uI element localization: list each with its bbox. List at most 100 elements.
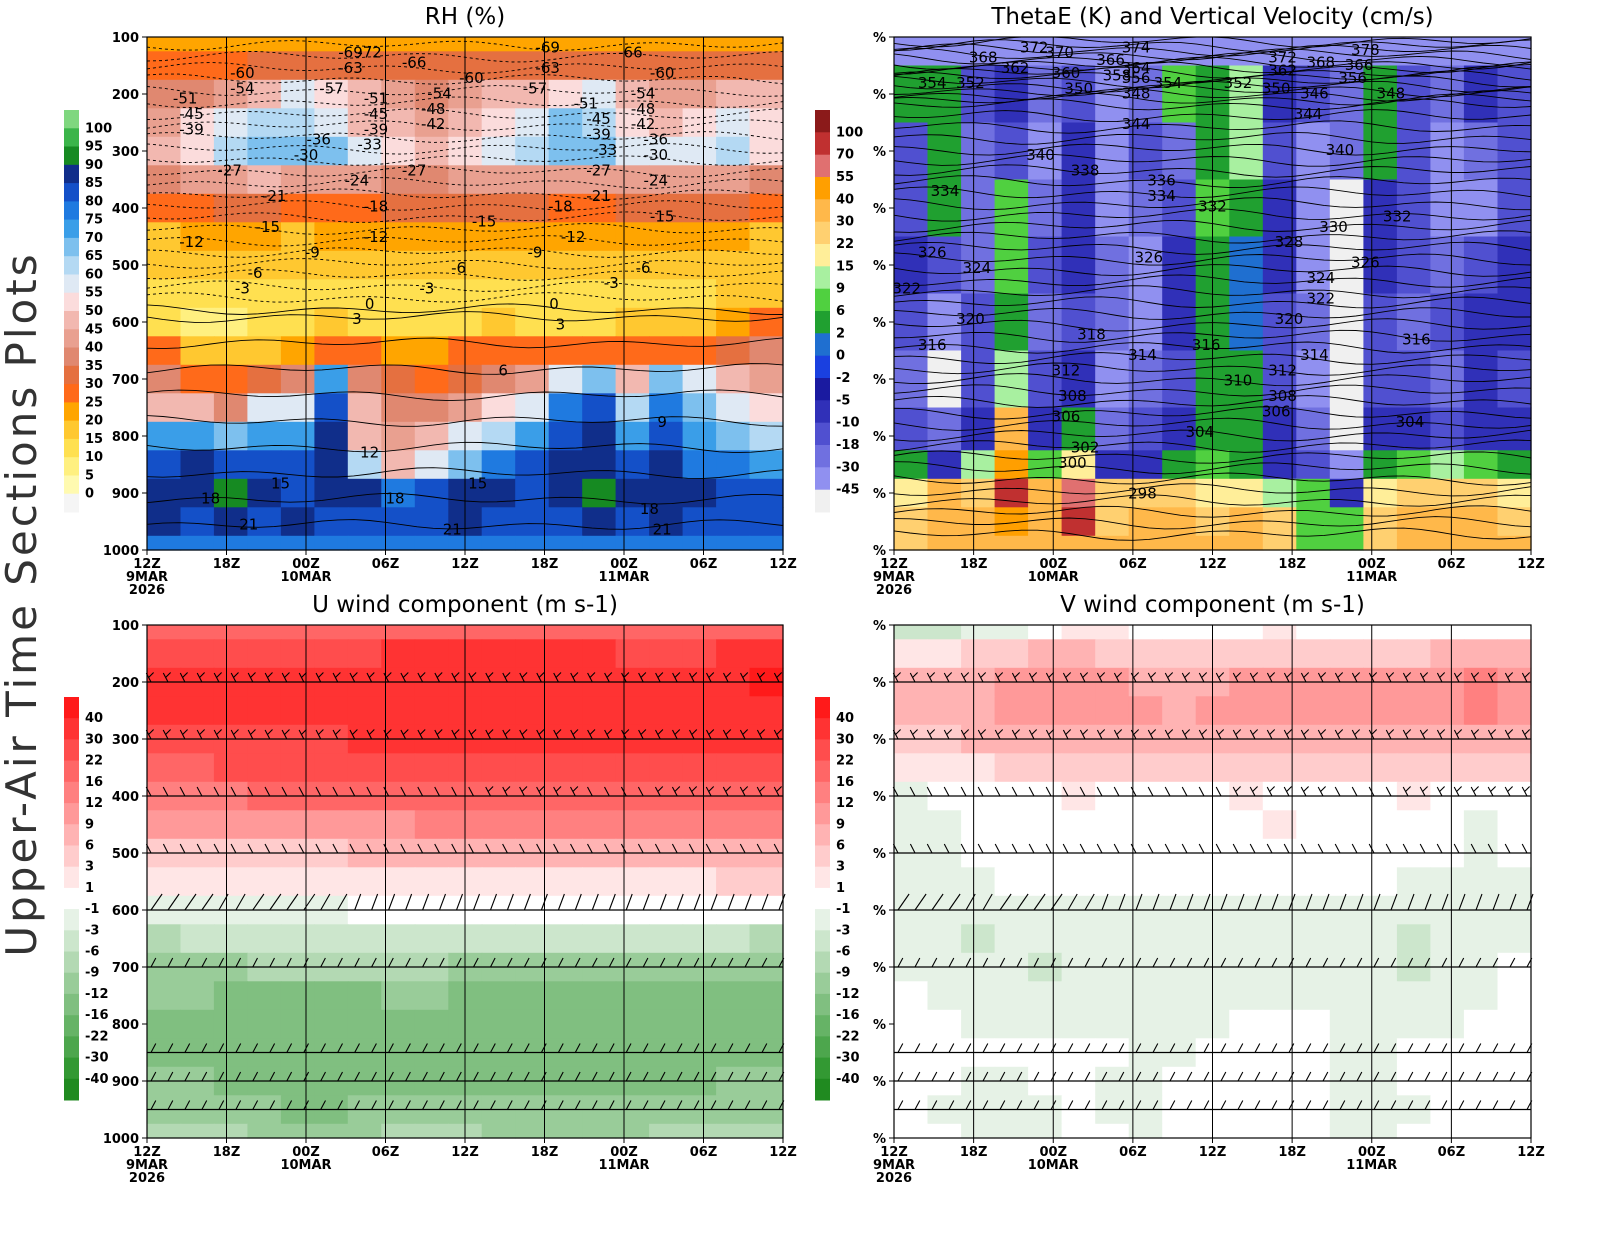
v-cell xyxy=(1262,753,1297,783)
u-wind-barb xyxy=(473,1100,479,1110)
rh-colorbar-label: 85 xyxy=(85,176,103,191)
u-wind-barb xyxy=(332,843,339,854)
rh-cell xyxy=(414,421,449,451)
u-wind-barb xyxy=(337,1100,343,1110)
v-colorbar-swatch xyxy=(815,718,830,740)
u-wind-barb xyxy=(638,729,647,740)
v-wind-barb xyxy=(1470,843,1477,854)
v-cell xyxy=(927,810,962,840)
v-cell xyxy=(1296,753,1331,783)
rh-cell xyxy=(649,37,684,52)
thetae-contour-label: 350 xyxy=(1064,79,1093,97)
u-wind-barb xyxy=(422,1100,428,1110)
u-wind-barb xyxy=(235,1071,242,1082)
rh-cell xyxy=(414,450,449,480)
v-cell xyxy=(1329,981,1364,1011)
v-wind-barb xyxy=(1045,786,1052,797)
v-wind-barb xyxy=(1113,786,1120,797)
v-wind-barb xyxy=(1300,843,1307,854)
v-wind-barb xyxy=(1351,786,1358,797)
v-wind-barb xyxy=(1283,672,1293,683)
v-wind-barb xyxy=(1390,1071,1397,1082)
u-wind-barb xyxy=(591,957,598,968)
u-cell xyxy=(716,867,751,897)
u-wind-barb xyxy=(417,729,426,740)
rh-cell xyxy=(280,222,315,252)
u-wind-barb xyxy=(388,957,394,968)
rh-cell xyxy=(649,136,684,166)
rh-cell xyxy=(147,222,182,252)
v-wind-barb xyxy=(1232,672,1242,683)
u-wind-barb xyxy=(472,893,481,911)
v-wind-barb xyxy=(1067,893,1078,911)
rh-colorbar-label: 30 xyxy=(85,377,103,392)
thetae-cell xyxy=(1128,507,1163,537)
v-wind-barb xyxy=(1373,1043,1380,1053)
v-wind-barb xyxy=(1436,672,1446,683)
rh-cell xyxy=(582,279,617,309)
rh-contour-label: 18 xyxy=(385,490,404,508)
v-wind-barb xyxy=(1487,729,1497,740)
thetae-contour-label: 338 xyxy=(1071,161,1100,179)
u-cell xyxy=(481,981,516,1011)
v-wind-barb xyxy=(931,1043,938,1053)
thetae-contour-label: 362 xyxy=(1001,59,1030,77)
v-wind-barb xyxy=(897,957,904,968)
thetae-cell xyxy=(1463,350,1498,409)
v-wind-barb xyxy=(1130,729,1140,740)
v-wind-barb xyxy=(1215,843,1222,854)
u-wind-barb xyxy=(439,1071,445,1082)
rh-cell xyxy=(548,421,583,451)
rh-cell xyxy=(582,79,617,109)
thetae-cell xyxy=(1162,450,1197,480)
u-colorbar-swatch xyxy=(64,718,79,740)
u-ytick-label: 800 xyxy=(112,1018,139,1033)
v-wind-barb xyxy=(1118,1043,1125,1053)
u-wind-barb xyxy=(286,1100,293,1110)
u-wind-barb xyxy=(727,1071,734,1082)
thetae-year-label: 2026 xyxy=(876,583,912,598)
u-cell xyxy=(615,625,650,640)
u-wind-barb xyxy=(264,786,271,797)
v-wind-barb xyxy=(982,1100,989,1110)
rh-contour-label: -54 xyxy=(230,79,255,97)
u-wind-barb xyxy=(604,729,613,740)
rh-cell xyxy=(414,51,449,81)
v-cell xyxy=(1061,1009,1096,1039)
u-colorbar-label: 9 xyxy=(85,817,94,832)
v-cell xyxy=(961,696,996,726)
u-wind-barb xyxy=(456,1100,462,1110)
rh-contour-label: -9 xyxy=(305,243,320,261)
v-cell xyxy=(1229,924,1264,954)
u-wind-barb xyxy=(230,786,237,797)
u-colorbar-swatch xyxy=(64,993,79,1016)
u-wind-barb xyxy=(659,893,667,911)
v-cell xyxy=(1128,625,1163,640)
u-cell xyxy=(749,696,784,726)
u-wind-barb xyxy=(337,1043,343,1053)
u-cell xyxy=(280,924,315,954)
u-wind-barb xyxy=(727,1043,734,1053)
u-cell xyxy=(515,810,550,840)
u-wind-barb xyxy=(761,1043,768,1053)
u-wind-barb xyxy=(451,672,460,683)
v-wind-barb xyxy=(1458,1071,1465,1082)
v-cell xyxy=(1329,625,1364,640)
v-cell xyxy=(994,810,1029,840)
v-wind-barb xyxy=(1062,843,1069,854)
v-colorbar-label: 16 xyxy=(836,775,854,790)
u-wind-barb xyxy=(490,1043,496,1053)
rh-cell xyxy=(414,364,449,394)
v-wind-barb xyxy=(1152,1071,1159,1082)
u-wind-barb xyxy=(383,729,392,740)
rh-ytick-label: 700 xyxy=(112,373,139,388)
v-wind-barb xyxy=(1305,1071,1312,1082)
u-cell xyxy=(147,625,182,640)
u-cell xyxy=(280,625,315,640)
rh-contour-label: -3 xyxy=(235,279,250,297)
rh-cell xyxy=(582,250,617,280)
u-wind-barb xyxy=(710,1100,717,1110)
u-wind-barb xyxy=(523,1100,530,1110)
v-cell xyxy=(1262,696,1297,726)
